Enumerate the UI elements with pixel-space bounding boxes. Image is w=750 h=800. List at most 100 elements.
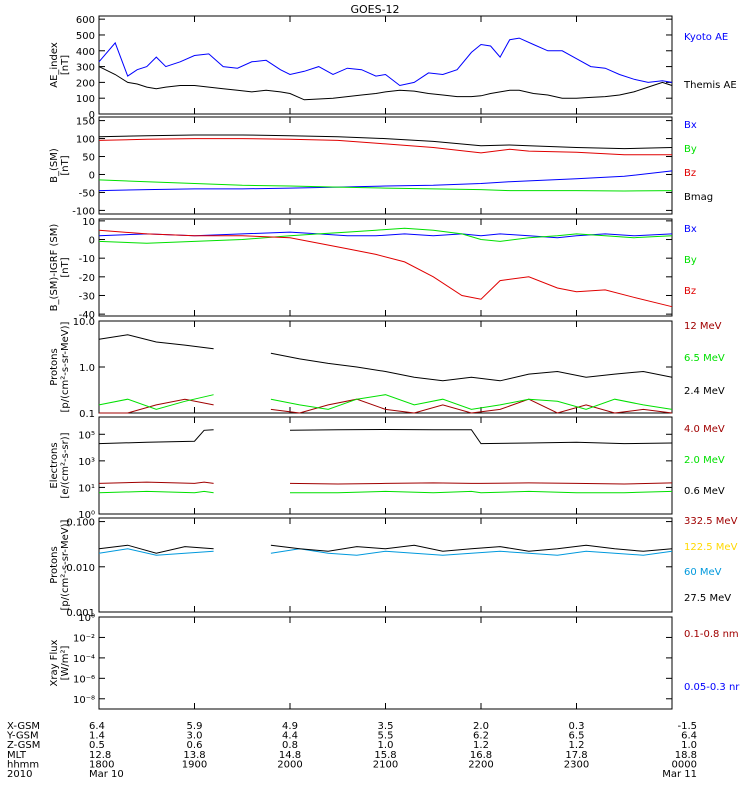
- x-tick-label: 0.3: [569, 721, 585, 732]
- x-row-label: Y-GSM: [6, 731, 39, 742]
- x-tick-label: 5.5: [378, 731, 394, 742]
- x-tick-label: 1.0: [681, 740, 697, 751]
- y-tick-label: 10⁰: [78, 510, 95, 521]
- y-tick-label: 0.010: [66, 563, 95, 574]
- legend-entry: 4.0 MeV: [684, 424, 725, 435]
- series-line-bx: [98, 231, 673, 239]
- x-tick-label: 1900: [182, 759, 207, 770]
- series-line-12-mev: [270, 398, 673, 414]
- x-tick-label: 6.5: [569, 731, 585, 742]
- series-line-2-0-mev: [290, 490, 673, 494]
- y-tick-label: 0: [89, 170, 95, 181]
- x-row-label: hhmm: [7, 759, 39, 770]
- x-tick-label: 2100: [373, 759, 398, 770]
- y-tick-label: -10: [79, 254, 95, 265]
- x-tick-label: 4.9: [282, 721, 298, 732]
- x-tick-label: 0000: [672, 759, 697, 770]
- series-line-bz: [98, 229, 673, 308]
- y-tick-label: 400: [76, 47, 95, 58]
- legend-entry: 6.5 MeV: [684, 353, 725, 364]
- chart-title: GOES-12: [350, 3, 399, 16]
- legend-entry: 27.5 MeV: [684, 593, 731, 604]
- y-tick-label: 10⁻⁶: [73, 674, 95, 685]
- y-tick-label: 0: [89, 236, 95, 247]
- y-tick-label: 10.0: [73, 317, 95, 328]
- series-line-by: [98, 227, 673, 244]
- x-tick-label: 0.6: [187, 740, 203, 751]
- x-tick-label: 1.2: [473, 740, 489, 751]
- series-line-6-5-mev: [270, 394, 673, 410]
- legend-entry: Themis AE: [683, 80, 737, 91]
- x-tick-label: 13.8: [183, 750, 205, 761]
- series-line-0-6-mev: [98, 429, 214, 445]
- x-tick-label: 6.2: [473, 731, 489, 742]
- x-row-label: 2010: [7, 769, 32, 780]
- series-line-2-4-mev: [270, 352, 673, 382]
- series-line-bmag: [98, 134, 673, 150]
- x-tick-label: 4.4: [282, 731, 298, 742]
- x-tick-label: 15.8: [374, 750, 396, 761]
- x-tick-label: 0.5: [89, 740, 105, 751]
- series-line-6-5-mev: [98, 394, 214, 410]
- y-tick-label: 0: [89, 110, 95, 121]
- y-tick-label: 150: [76, 117, 95, 128]
- series-line-4-0-mev: [289, 482, 673, 485]
- x-tick-label: 1.2: [569, 740, 585, 751]
- legend-entry: Bz: [684, 168, 696, 179]
- panel-frame: [98, 15, 673, 115]
- panel-protons_high: 0.001 0.010 0.100 Protons [p/(cm²-s-sr-MeV)]…: [49, 516, 738, 619]
- x-tick-label: 1.0: [378, 740, 394, 751]
- series-line-60-mev: [270, 548, 673, 556]
- series-line-27-5-mev: [270, 544, 673, 552]
- legend-entry: 0.6 MeV: [684, 486, 725, 497]
- y-tick-label: 10⁰: [78, 613, 95, 624]
- x-tick-label: 18.8: [675, 750, 697, 761]
- series-line-kyoto-ae: [98, 37, 673, 87]
- panel-frame: [98, 517, 673, 613]
- x-tick-label: 3.5: [378, 721, 394, 732]
- x-tick-label: 1800: [89, 759, 114, 770]
- legend-entry: 2.0 MeV: [684, 455, 725, 466]
- legend-entry: 0.05-0.3 nr: [684, 682, 740, 693]
- series-line-bx: [98, 170, 673, 192]
- panel-ae: 0 100 200 300 400 500 600 AE_index [nT] Kyoto AE T…: [49, 15, 737, 121]
- legend-entry: 0.1-0.8 nm: [684, 629, 739, 640]
- y-tick-label: 1.0: [79, 363, 95, 374]
- y-tick-label: -40: [79, 310, 95, 321]
- legend-entry: Bx: [684, 224, 697, 235]
- y-tick-label: 100: [76, 135, 95, 146]
- panel-dbm: -40 -30 -20 -10 0 10 B_(SM)-IGRF (SM) [nT] Bx By B…: [49, 217, 697, 321]
- y-axis-label: AE_index: [49, 42, 60, 88]
- x-tick-label: Mar 11: [662, 769, 697, 780]
- panel-frame: [98, 616, 673, 710]
- y-tick-label: -30: [79, 291, 95, 302]
- x-tick-label: 12.8: [89, 750, 111, 761]
- y-axis-label: [nT]: [60, 155, 71, 175]
- x-row-label: Z-GSM: [7, 740, 40, 751]
- x-tick-label: 17.8: [565, 750, 587, 761]
- x-tick-label: 2000: [277, 759, 302, 770]
- y-tick-label: 10¹: [78, 483, 95, 494]
- y-tick-label: 0.1: [79, 409, 95, 420]
- y-axis-label: Protons: [49, 348, 60, 385]
- series-line-12-mev: [99, 398, 214, 414]
- legend-entry: 2.4 MeV: [684, 386, 725, 397]
- x-tick-label: 6.4: [89, 721, 105, 732]
- y-axis-label: [nT]: [60, 257, 71, 277]
- panel-b: -100 -50 0 50 100 150 B_(SM) [nT] Bx By Bz Bmag: [49, 116, 713, 217]
- y-tick-label: 10⁻²: [73, 633, 95, 644]
- panel-xray: 10⁰ 10⁻² 10⁻⁴ 10⁻⁶ 10⁻⁸ Xray Flux [W/m²] 0.1-0.…: [49, 613, 740, 710]
- x-tick-label: Mar 10: [89, 769, 124, 780]
- y-axis-label: B_(SM)-IGRF (SM): [49, 224, 60, 312]
- x-tick-label: 0.8: [282, 740, 298, 751]
- legend-entry: Bmag: [684, 192, 713, 203]
- y-tick-label: 10: [82, 217, 95, 228]
- y-axis-label: [p/(cm²-s-sr-MeV)]: [60, 321, 71, 412]
- series-line-2-0-mev: [98, 490, 214, 494]
- y-axis-label: Protons: [49, 546, 60, 583]
- x-tick-label: 3.0: [187, 731, 203, 742]
- legend-entry: Kyoto AE: [684, 32, 728, 43]
- y-tick-label: 300: [76, 63, 95, 74]
- y-tick-label: 100: [76, 94, 95, 105]
- series-line-60-mev: [98, 548, 214, 556]
